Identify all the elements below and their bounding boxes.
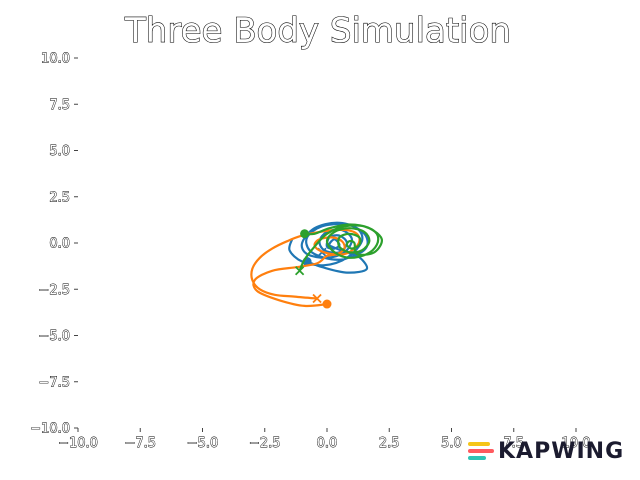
x-tick-label: 5.0 <box>441 436 462 451</box>
trajectories <box>250 221 383 309</box>
y-tick-label: 2.5 <box>49 190 70 205</box>
body-3-position-marker <box>300 229 310 239</box>
x-tick-label: −10.0 <box>58 436 98 451</box>
body-2-start-marker <box>312 293 322 304</box>
x-tick-label: 7.5 <box>503 436 524 451</box>
x-tick-label: 2.5 <box>379 436 400 451</box>
x-tick-label: −5.0 <box>187 436 219 451</box>
x-tick-label: −7.5 <box>124 436 156 451</box>
y-tick-label: −5.0 <box>38 329 70 344</box>
kapwing-logo-icon <box>468 442 494 460</box>
x-tick-label: 10.0 <box>562 436 591 451</box>
x-tick-label: −2.5 <box>249 436 281 451</box>
body-3-start-marker <box>294 266 305 276</box>
chart-title: Three Body Simulation <box>124 11 511 51</box>
y-tick-label: −7.5 <box>38 375 70 390</box>
y-tick-label: 5.0 <box>49 144 70 159</box>
y-tick-label: 0.0 <box>49 237 70 252</box>
x-tick-label: 0.0 <box>317 436 338 451</box>
y-tick-label: 10.0 <box>41 52 70 67</box>
kapwing-watermark: KAPWING <box>466 438 624 466</box>
kapwing-text: KAPWING <box>498 439 625 464</box>
y-tick-label: 7.5 <box>49 98 70 113</box>
body-2-position-marker <box>322 299 332 309</box>
y-tick-label: −10.0 <box>30 422 70 437</box>
axes: 10.0 7.5 5.0 2.5 0.0 −2.5 −5.0 −7.5 −10.0−10.0 −7… <box>30 51 591 451</box>
body-3-trajectory <box>298 223 383 272</box>
y-tick-label: −2.5 <box>38 283 70 298</box>
